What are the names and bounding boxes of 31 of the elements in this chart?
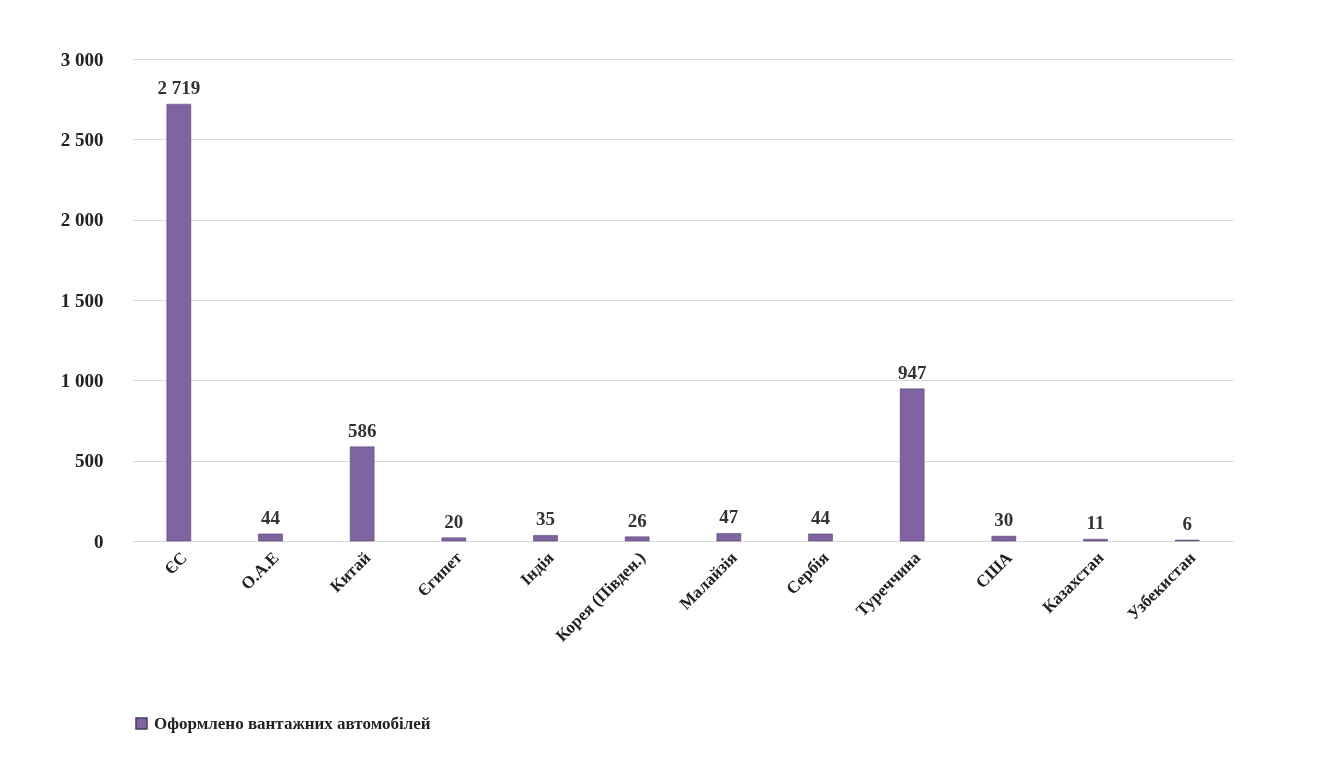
x-tick-label: ЄС	[160, 548, 191, 579]
data-label: 26	[627, 509, 647, 531]
y-tick-label: 1 500	[60, 289, 104, 311]
data-label: 35	[536, 508, 555, 530]
bar	[716, 533, 742, 542]
data-label: 47	[719, 506, 739, 528]
data-label: 44	[261, 506, 281, 528]
bar	[991, 535, 1017, 542]
data-label: 11	[1086, 512, 1105, 534]
y-tick-label: 2 000	[60, 209, 104, 231]
bar	[349, 446, 375, 542]
data-label: 6	[1182, 513, 1192, 535]
y-tick-label: 0	[94, 530, 104, 552]
y-tick-label: 3 000	[60, 48, 104, 70]
bar	[624, 536, 650, 542]
y-tick-label: 2 500	[60, 128, 104, 150]
data-label: 20	[444, 510, 464, 532]
y-tick-label: 500	[75, 450, 104, 472]
data-label: 586	[347, 419, 377, 441]
bar	[808, 533, 833, 542]
bar	[166, 103, 192, 542]
y-tick-label: 1 000	[60, 369, 104, 391]
bar	[899, 388, 925, 542]
bar	[533, 535, 558, 542]
data-label: 44	[811, 506, 831, 528]
legend-label: Оформлено вантажних автомобілей	[154, 713, 431, 733]
data-label: 30	[994, 509, 1014, 531]
bar	[258, 533, 283, 542]
bar	[441, 537, 467, 542]
data-label: 2 719	[157, 77, 201, 99]
data-label: 947	[897, 361, 927, 383]
